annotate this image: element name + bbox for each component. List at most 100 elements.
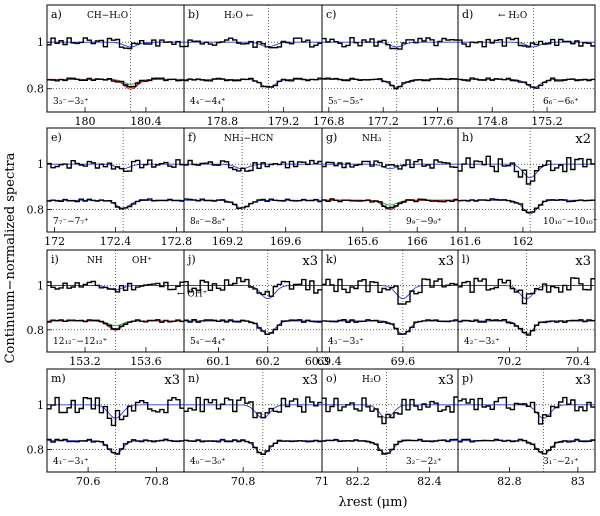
y-tick-label: 1	[37, 36, 44, 49]
observed-spectrum-lower	[184, 198, 322, 210]
y-axis-label: Continuum−normalized spectra	[3, 152, 18, 363]
x-tick-label: 70.4	[566, 355, 591, 368]
transition-label: 8₈⁻−8₈⁺	[190, 217, 226, 227]
observed-spectrum-upper	[47, 396, 184, 427]
x-tick-label: 82.8	[497, 475, 522, 488]
panel-frame	[457, 368, 596, 473]
x-tick-label: 175.2	[531, 115, 563, 128]
x-axis-label: λrest (μm)	[338, 495, 407, 510]
transition-label: 7₇⁻−7₇⁺	[53, 217, 89, 227]
observed-spectrum-lower	[322, 319, 458, 335]
observed-spectrum-lower	[458, 438, 595, 455]
panel-label: b)	[188, 8, 199, 21]
panel-h: 161.6 162 h) 10₁₀⁻−10₁₀⁺ x2	[449, 127, 598, 248]
annotation-label: OH⁺	[132, 256, 152, 266]
x-tick-label: 60.3	[305, 355, 330, 368]
y-tick-label: 1	[37, 158, 44, 171]
observed-spectrum-upper	[47, 159, 184, 172]
panel-label: e)	[51, 131, 62, 144]
transition-label: 3₁⁻−2₁⁺	[543, 457, 579, 467]
annotation-label: CH−H₂O	[87, 11, 128, 21]
x-tick-label: 177.6	[422, 115, 454, 128]
transition-label: 4₃⁻−3₃⁺	[328, 337, 364, 347]
observed-spectrum-lower	[458, 77, 595, 89]
transition-label: 4₄⁻−4₄⁺	[190, 97, 226, 107]
y-tick-label: 1	[37, 399, 44, 412]
observed-spectrum-lower	[47, 438, 184, 455]
annotation-label: ← H₂O	[498, 11, 527, 21]
transition-label: 12₁₂⁻−12₁₂⁺	[53, 337, 108, 347]
observed-spectrum-lower	[322, 77, 458, 90]
observed-spectrum-lower	[47, 77, 184, 88]
x-tick-label: 69.6	[391, 355, 416, 368]
x-tick-label: 60.2	[256, 355, 281, 368]
model-upper-blue	[47, 41, 184, 48]
x-tick-label: 180	[75, 115, 96, 128]
observed-spectrum-lower	[184, 319, 322, 335]
transition-label: 6₆⁻−6₆⁺	[543, 97, 579, 107]
x-tick-label: 169.6	[270, 235, 302, 248]
transition-label: 3₂⁻−2₂⁺	[406, 457, 442, 467]
scale-factor-label: x3	[438, 254, 454, 269]
observed-spectrum-upper	[184, 159, 322, 172]
panel-label: f)	[188, 131, 196, 144]
model-lower-total	[47, 78, 184, 90]
x-tick-label: 176.8	[313, 115, 345, 128]
x-tick-label: 166	[407, 235, 428, 248]
x-tick-label: 82.4	[417, 475, 442, 488]
scale-factor-label: x3	[438, 373, 454, 388]
panel-g: 165.6 166 g) 9₉⁻−9₉⁺ NH₃	[321, 127, 459, 248]
x-tick-label: 60.1	[206, 355, 231, 368]
observed-spectrum-lower	[184, 438, 322, 455]
x-tick-label: 161.6	[449, 235, 481, 248]
x-tick-label: 172.4	[100, 235, 132, 248]
y-tick-label: 1	[37, 279, 44, 292]
transition-label: 4₂⁻−3₂⁺	[464, 337, 500, 347]
observed-spectrum-upper	[322, 159, 458, 170]
panel-label: g)	[326, 131, 337, 144]
panel-label: j)	[186, 253, 196, 266]
annotation-label: NH	[87, 256, 103, 266]
observed-spectrum-upper	[458, 396, 595, 425]
observed-spectrum-upper	[322, 278, 458, 305]
panel-label: i)	[51, 253, 59, 266]
panel-o: 82.2 82.4 o) 3₂⁻−2₂⁺ x3 H₂O	[321, 368, 459, 488]
panel-label: d)	[462, 8, 473, 21]
observed-spectrum-upper	[458, 37, 595, 48]
panel-frame	[321, 4, 459, 113]
x-tick-label: 165.6	[347, 235, 379, 248]
x-tick-label: 153.6	[130, 355, 162, 368]
x-tick-label: 178.8	[207, 115, 239, 128]
observed-spectrum-upper	[322, 396, 458, 425]
panel-label: p)	[462, 372, 473, 385]
observed-spectrum-lower	[458, 318, 595, 336]
observed-spectrum-upper	[47, 280, 184, 293]
x-tick-label: 153.2	[69, 355, 101, 368]
annotation-label: H₂O	[362, 375, 381, 385]
y-tick-label: 0.8	[27, 324, 45, 337]
panel-label: h)	[462, 131, 473, 144]
scale-factor-label: x3	[575, 373, 591, 388]
scale-factor-label: x3	[164, 373, 180, 388]
panel-i: 153.2 153.6 i) 12₁₂⁻−12₁₂⁺ NH OH⁺ ← OH⁺	[46, 249, 208, 368]
x-tick-label: 70.2	[497, 355, 522, 368]
transition-label: 4₁⁻−3₁⁺	[53, 457, 89, 467]
panel-b: 178.8 179.2 b) 4₄⁻−4₄⁺ H₂O ←	[183, 4, 323, 128]
panel-label: l)	[462, 253, 470, 266]
x-tick-label: 70.6	[76, 475, 101, 488]
observed-spectrum-upper	[184, 37, 322, 49]
panel-k: 69.4 69.6 k) 4₃⁻−3₃⁺ x3	[317, 249, 459, 368]
x-tick-label: 83	[571, 475, 585, 488]
panel-n: 70.8 71 n) 4₀⁻−3₀⁺ x3	[183, 368, 329, 488]
x-tick-label: 70.8	[231, 475, 256, 488]
x-tick-label: 172.8	[161, 235, 193, 248]
observed-spectrum-lower	[322, 438, 458, 455]
annotation-label: NH₃	[362, 134, 382, 144]
annotation-label: NH₃−HCN	[224, 134, 274, 144]
panel-label: c)	[326, 8, 336, 21]
scale-factor-label: x3	[302, 373, 318, 388]
panel-frame	[457, 4, 596, 113]
transition-label: 4₀⁻−3₀⁺	[190, 457, 226, 467]
panel-label: k)	[326, 253, 337, 266]
